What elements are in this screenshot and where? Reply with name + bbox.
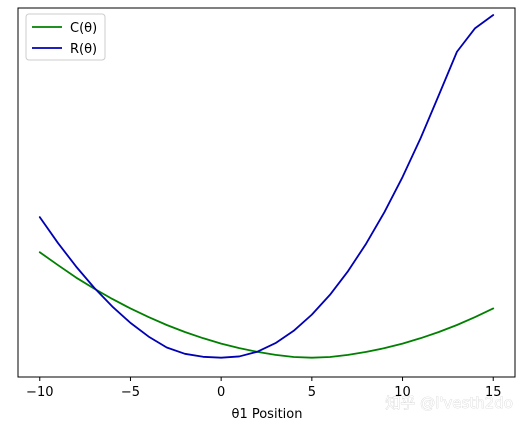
- series-line-c-theta: [38, 251, 495, 359]
- x-tick-label: −10: [26, 385, 53, 400]
- x-tick-label: 0: [217, 385, 225, 400]
- x-tick-label: 5: [308, 385, 316, 400]
- series-line-r-theta: [38, 14, 495, 359]
- x-tick-label: −5: [121, 385, 140, 400]
- x-axis-ticks: −10 −5 0 5 10 15: [26, 377, 502, 400]
- series-layer: [38, 14, 495, 359]
- axes-frame: [17, 7, 516, 378]
- x-axis-label: θ1 Position: [232, 407, 303, 422]
- watermark: 知乎 @l'vesth2do: [385, 394, 513, 412]
- legend-label: C(θ): [70, 21, 97, 36]
- legend-label: R(θ): [70, 42, 97, 57]
- x-tick-label: 10: [394, 385, 411, 400]
- x-tick-label: 15: [485, 385, 502, 400]
- legend: C(θ) R(θ): [25, 13, 106, 61]
- axes-border: [17, 7, 516, 378]
